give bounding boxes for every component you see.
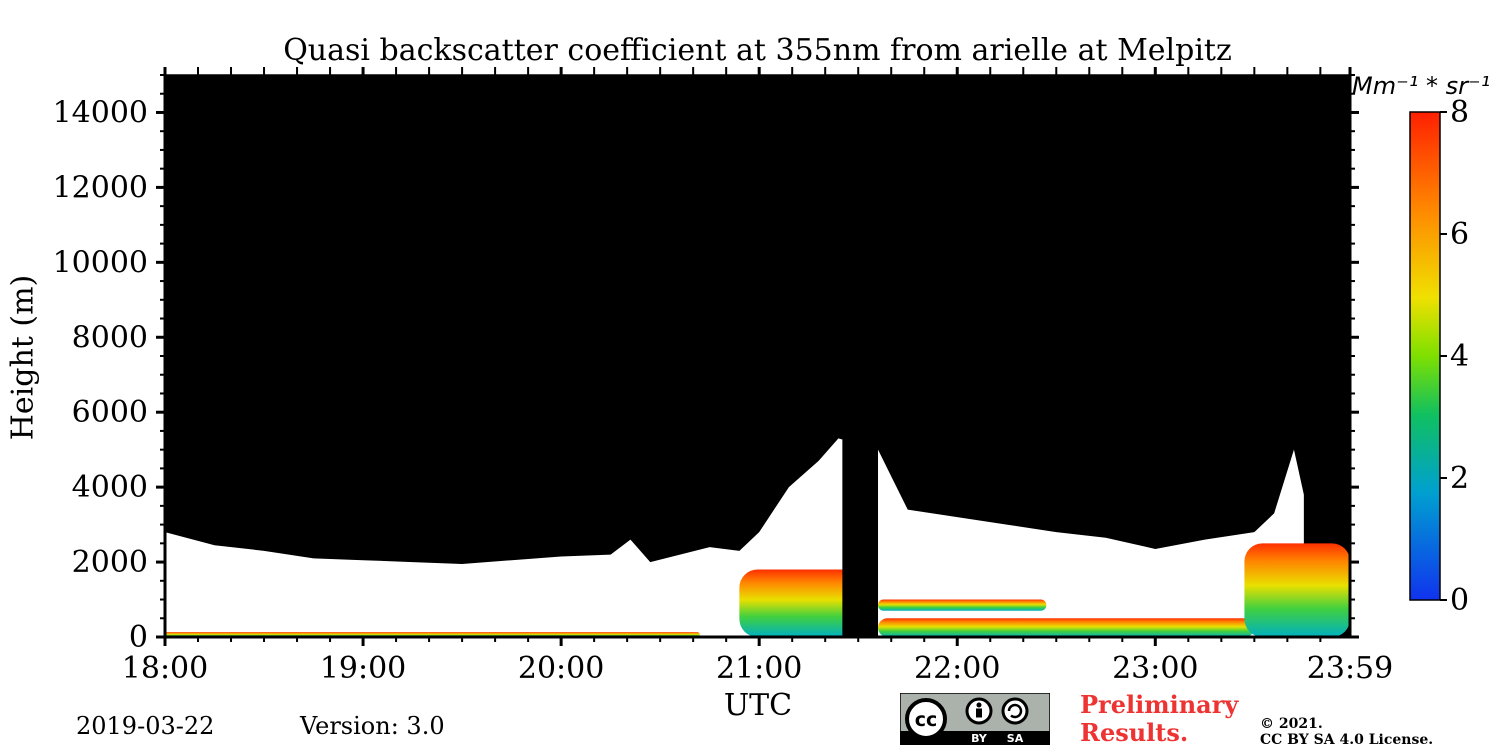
x-tick-label: 18:00 <box>122 651 208 686</box>
y-tick-label: 4000 <box>72 470 148 505</box>
y-tick-label: 0 <box>129 620 148 655</box>
sa-arrow <box>1007 703 1023 719</box>
cc-logo-text: cc <box>915 709 938 731</box>
signal-region <box>165 438 1304 637</box>
by-person-head <box>976 702 982 708</box>
colorbar-tick-label: 2 <box>1450 461 1469 496</box>
aerosol-layer <box>878 599 1047 611</box>
no-data-periods <box>842 75 879 637</box>
no-data-column <box>842 75 879 637</box>
footer-date: 2019-03-22 <box>76 712 215 740</box>
x-axis-label: UTC <box>723 688 793 723</box>
x-tick-label: 19:00 <box>320 651 406 686</box>
colorbar-unit: Mm⁻¹ * sr⁻¹ <box>1352 72 1491 100</box>
x-tick-label: 23:00 <box>1112 651 1198 686</box>
copyright-notice: © 2021. CC BY SA 4.0 License. <box>1260 716 1433 748</box>
colorbar-ticks: 0 2 4 6 8 <box>1440 95 1469 618</box>
plot-area <box>165 75 1350 637</box>
y-tick-label: 8000 <box>72 320 148 355</box>
aerosol-layer <box>878 618 1255 637</box>
x-axis-ticks: 18:00 19:00 20:00 21:00 22:00 23:00 23:59 <box>122 67 1393 686</box>
cc-license-badge[interactable]: cc BY SA <box>900 693 1050 745</box>
cc-by-label: BY <box>971 732 988 745</box>
y-tick-label: 12000 <box>53 170 148 205</box>
y-tick-label: 2000 <box>72 545 148 580</box>
preliminary-line-1: Preliminary <box>1080 690 1239 719</box>
colorbar: 0 2 4 6 8 <box>1409 95 1469 618</box>
y-tick-label: 6000 <box>72 395 148 430</box>
colorbar-tick-label: 0 <box>1450 583 1469 618</box>
aerosol-layer <box>1244 543 1350 637</box>
colorbar-tick-label: 6 <box>1450 217 1469 252</box>
sa-share-icon <box>1001 697 1029 725</box>
by-person-body <box>976 708 982 718</box>
y-axis-label: Height (m) <box>5 274 41 441</box>
chart-title: Quasi backscatter coefficient at 355nm f… <box>283 33 1232 68</box>
colorbar-gradient <box>1409 111 1441 601</box>
cc-sa-label: SA <box>1007 732 1024 745</box>
y-tick-label: 10000 <box>53 245 148 280</box>
y-tick-label: 14000 <box>53 95 148 130</box>
preliminary-notice: Preliminary Results. <box>1080 691 1238 747</box>
x-tick-label: 22:00 <box>914 651 1000 686</box>
copyright-line-1: © 2021. <box>1260 716 1323 732</box>
colorbar-tick-label: 8 <box>1450 95 1469 130</box>
x-tick-label: 21:00 <box>716 651 802 686</box>
colorbar-tick-label: 4 <box>1450 339 1469 374</box>
y-axis-ticks: 0 2000 4000 6000 8000 10000 12000 14000 <box>53 74 1359 655</box>
preliminary-line-2: Results. <box>1080 718 1189 747</box>
footer-version: Version: 3.0 <box>300 712 445 740</box>
x-tick-label: 20:00 <box>518 651 604 686</box>
x-tick-label: 23:59 <box>1307 651 1393 686</box>
copyright-line-2: CC BY SA 4.0 License. <box>1260 732 1434 748</box>
cc-logo-icon <box>905 698 947 740</box>
